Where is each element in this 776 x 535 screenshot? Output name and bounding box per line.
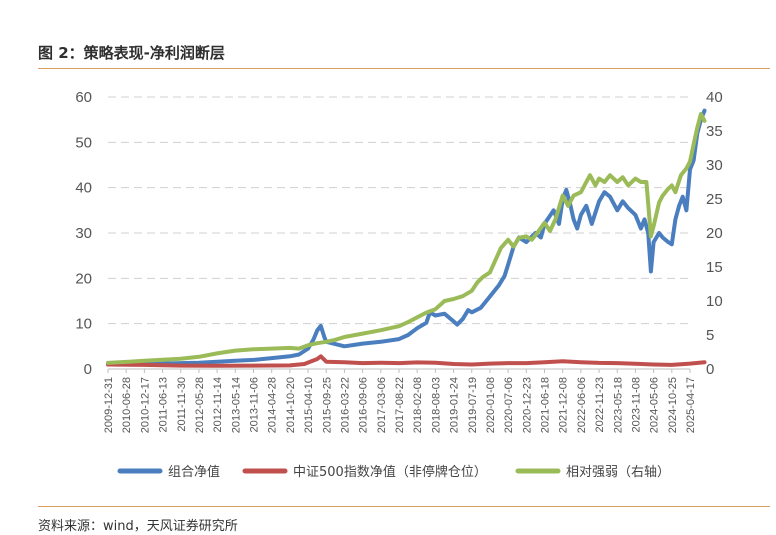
x-tick-label: 2013-05-14 [230, 377, 242, 433]
x-tick-label: 2017-08-22 [394, 377, 406, 433]
right-tick-label: 15 [706, 259, 723, 276]
legend-label-2: 中证500指数净值（非停牌仓位） [293, 464, 487, 480]
x-tick-label: 2025-04-17 [685, 377, 697, 433]
x-tick-label: 2020-01-08 [485, 377, 497, 433]
x-tick-label: 2023-05-18 [612, 377, 624, 433]
left-tick-label: 30 [75, 225, 92, 242]
series-lines [106, 108, 707, 368]
x-tick-label: 2012-11-14 [212, 377, 224, 432]
x-tick-label: 2015-04-10 [303, 377, 315, 433]
legend-label-1: 组合净值 [168, 464, 220, 480]
x-tick-label: 2024-10-25 [667, 377, 679, 433]
x-tick-label: 2020-12-23 [521, 377, 533, 433]
left-tick-label: 60 [75, 89, 92, 106]
x-tick-label: 2009-12-31 [103, 377, 115, 433]
left-tick-label: 0 [84, 361, 92, 378]
x-tick-label: 2024-05-06 [649, 377, 661, 433]
line-chart: 0 10 20 30 40 50 60 0 5 10 15 20 25 30 35 40 2009-12-3… [75, 89, 723, 480]
x-tick-label: 2010-12-17 [139, 377, 151, 433]
right-tick-label: 40 [706, 89, 723, 106]
figure-title: 图 2：策略表现-净利润断层 [38, 44, 225, 62]
x-tick-label: 2018-08-03 [430, 377, 442, 433]
right-tick-label: 10 [706, 293, 723, 310]
series-line-2 [106, 354, 707, 368]
x-tick-label: 2016-09-06 [358, 377, 370, 433]
right-tick-label: 20 [706, 225, 723, 242]
x-tick-label: 2018-02-08 [412, 377, 424, 433]
x-tick-label: 2012-05-28 [194, 377, 206, 433]
x-tick-label: 2020-07-06 [503, 377, 515, 433]
x-tick-label: 2022-11-23 [594, 377, 606, 432]
x-tick-label: 2019-01-24 [449, 377, 461, 433]
left-tick-label: 40 [75, 180, 92, 197]
x-tick-label: 2013-11-06 [249, 377, 261, 432]
series-line-1 [106, 108, 707, 367]
left-tick-label: 20 [75, 270, 92, 287]
x-tick-label: 2014-04-28 [267, 377, 279, 433]
x-tick-label: 2021-06-18 [540, 377, 552, 433]
source-divider [38, 506, 770, 507]
x-tick-label: 2010-06-28 [121, 377, 133, 433]
left-tick-label: 10 [75, 316, 92, 333]
figure-source: 资料来源：wind，天风证券研究所 [38, 519, 238, 534]
x-tick-label: 2017-03-06 [376, 377, 388, 433]
left-tick-label: 50 [75, 134, 92, 151]
legend-label-3: 相对强弱（右轴） [566, 465, 670, 480]
x-axis: 2009-12-31 2010-06-28 2010-12-17 2011-06-13… [103, 369, 697, 433]
x-tick-label: 2015-09-25 [321, 377, 333, 433]
x-tick-label: 2021-12-08 [558, 377, 570, 433]
x-tick-label: 2023-11-08 [630, 377, 642, 432]
legend: 组合净值 中证500指数净值（非停牌仓位） 相对强弱（右轴） [117, 464, 670, 480]
x-tick-label: 2014-10-20 [285, 377, 297, 433]
right-tick-label: 0 [706, 361, 714, 378]
right-tick-label: 5 [706, 327, 714, 344]
right-axis-ticks: 0 5 10 15 20 25 30 35 40 [706, 89, 723, 378]
left-axis-ticks: 0 10 20 30 40 50 60 [75, 89, 92, 378]
x-tick-label: 2019-07-19 [467, 377, 479, 433]
right-tick-label: 30 [706, 157, 723, 174]
right-tick-label: 25 [706, 191, 723, 208]
title-divider [38, 68, 770, 69]
x-tick-label: 2011-11-30 [176, 377, 188, 432]
x-tick-label: 2016-03-22 [339, 377, 351, 433]
x-tick-label: 2022-06-06 [576, 377, 588, 433]
right-tick-label: 35 [706, 123, 723, 140]
series-line-3 [106, 112, 707, 365]
x-tick-label: 2011-06-13 [158, 377, 170, 432]
